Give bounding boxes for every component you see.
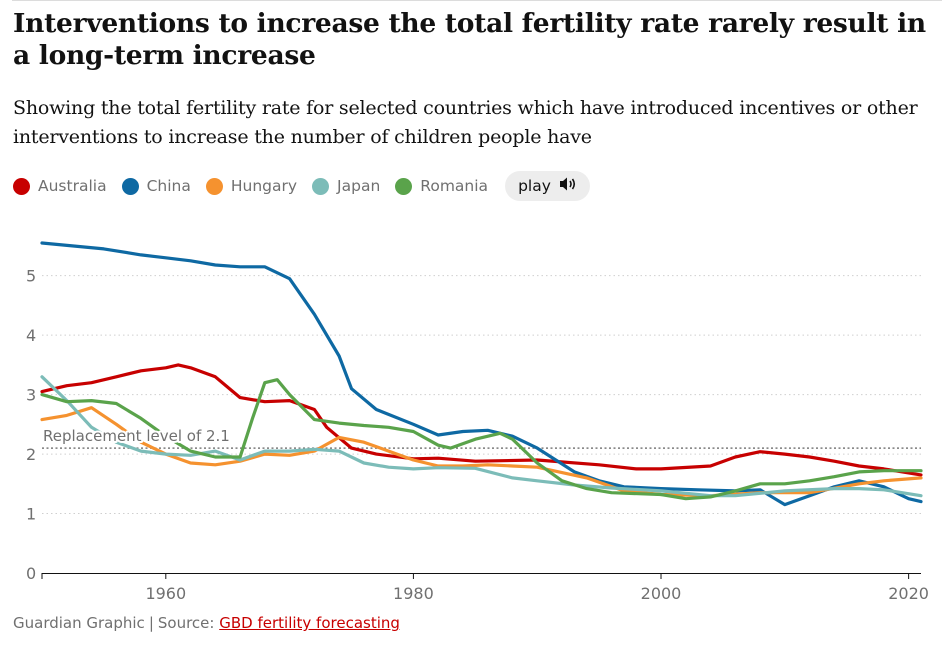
- footer: Guardian Graphic | Source: GBD fertility f…: [13, 614, 400, 632]
- x-tick-label-1960: 1960: [145, 584, 186, 603]
- legend-swatch-japan: [312, 177, 330, 195]
- legend-swatch-hungary: [205, 177, 223, 195]
- y-tick-label-5: 5: [26, 267, 36, 286]
- top-rule: [12, 0, 942, 1]
- y-tick-label-4: 4: [26, 326, 36, 345]
- y-tick-label-0: 0: [26, 564, 36, 583]
- x-tick-label-2000: 2000: [641, 584, 682, 603]
- legend-label-japan: Japan: [337, 177, 381, 195]
- legend: Australia China Hungary Japan Romania pl…: [13, 171, 590, 201]
- replacement-level-label-halo: Replacement level of 2.1: [43, 427, 230, 445]
- play-button[interactable]: play: [505, 171, 590, 201]
- y-tick-label-3: 3: [26, 386, 36, 405]
- legend-item-australia: Australia: [13, 177, 107, 195]
- legend-label-hungary: Hungary: [230, 177, 298, 195]
- series-line-china: [40, 241, 923, 507]
- series-line-japan: [40, 375, 923, 498]
- legend-item-hungary: Hungary: [205, 177, 298, 195]
- source-link[interactable]: GBD fertility forecasting: [219, 614, 400, 632]
- legend-label-romania: Romania: [420, 177, 489, 195]
- chart-subtitle: Showing the total fertility rate for sel…: [13, 97, 918, 148]
- footer-source-prefix: Source:: [157, 614, 215, 632]
- x-tick-label-1980: 1980: [393, 584, 434, 603]
- series-line-australia: [40, 363, 923, 477]
- footer-separator: |: [148, 614, 154, 632]
- legend-label-australia: Australia: [38, 177, 107, 195]
- legend-swatch-australia: [13, 177, 30, 195]
- footer-credit: Guardian Graphic: [13, 614, 145, 632]
- speaker-icon: [559, 176, 577, 196]
- legend-swatch-china: [121, 177, 139, 195]
- legend-item-romania: Romania: [395, 177, 488, 195]
- chart-title: Interventions to increase the total fert…: [13, 8, 926, 71]
- play-label: play: [518, 177, 551, 195]
- y-tick-label-2: 2: [26, 445, 36, 464]
- series-line-romania: [40, 378, 923, 501]
- legend-swatch-romania: [395, 177, 413, 195]
- legend-label-china: China: [146, 177, 191, 195]
- x-tick-label-2020: 2020: [888, 584, 929, 603]
- y-tick-label-1: 1: [26, 505, 36, 524]
- legend-item-china: China: [121, 177, 191, 195]
- replacement-level-label: Replacement level of 2.1: [43, 427, 230, 445]
- legend-item-japan: Japan: [312, 177, 380, 195]
